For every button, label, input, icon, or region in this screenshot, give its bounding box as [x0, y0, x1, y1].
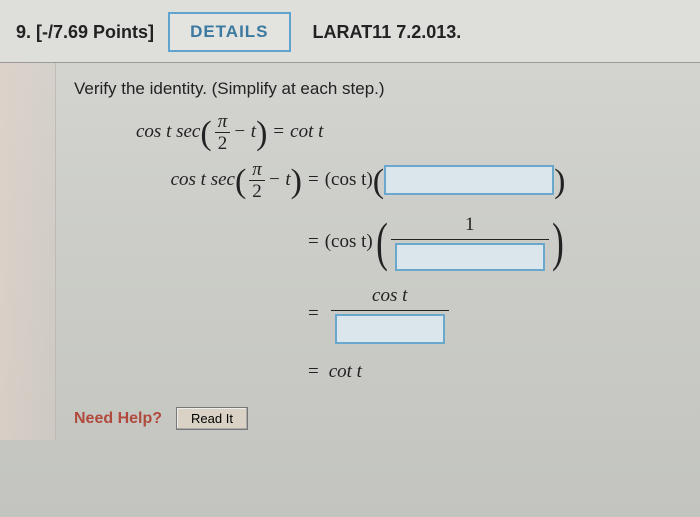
- lhs-cos: cos: [136, 121, 161, 143]
- qnum-text: 9.: [16, 22, 31, 42]
- s1-prefix: (cos t): [325, 169, 373, 191]
- details-button[interactable]: DETAILS: [168, 12, 290, 52]
- answer-box-1[interactable]: [384, 165, 554, 195]
- left-margin: [0, 63, 56, 440]
- rhs-t: t: [318, 121, 323, 143]
- question-page: 9. [-/7.69 Points] DETAILS LARAT11 7.2.0…: [0, 0, 700, 517]
- s1-cos: cos: [171, 169, 196, 191]
- answer-box-2[interactable]: [395, 243, 545, 271]
- need-help-label: Need Help?: [74, 410, 162, 428]
- lhs-sec: sec: [176, 121, 200, 143]
- question-header: 9. [-/7.69 Points] DETAILS LARAT11 7.2.0…: [0, 0, 700, 63]
- cos-over-blank: cos t: [331, 285, 449, 344]
- pi-over-2-b: π 2: [249, 160, 265, 201]
- question-number: 9. [-/7.69 Points]: [16, 22, 154, 43]
- eq1: =: [273, 121, 284, 143]
- s2-prefix: (cos t): [325, 231, 373, 253]
- step-2: = (cos t) ( 1 ): [74, 207, 672, 277]
- two2: 2: [249, 181, 265, 201]
- s3-num: cos t: [368, 285, 411, 310]
- s4-rhs: cot t: [329, 361, 362, 383]
- pi2: π: [249, 160, 265, 181]
- eq5: =: [308, 361, 319, 383]
- one: 1: [461, 214, 479, 239]
- step-4: = cot t: [74, 351, 672, 393]
- need-help-row: Need Help? Read It: [74, 407, 672, 430]
- read-it-button[interactable]: Read It: [176, 407, 248, 430]
- question-body: Verify the identity. (Simplify at each s…: [0, 63, 700, 440]
- eq2: =: [308, 169, 319, 191]
- eq3: =: [308, 231, 319, 253]
- s1-t: t: [201, 169, 206, 191]
- eq4: =: [308, 303, 319, 325]
- step-1: cos t sec ( π 2 − t ) = (cos t) ( ): [74, 159, 672, 201]
- pi-over-2: π 2: [215, 112, 231, 153]
- minus-t: − t: [233, 121, 256, 143]
- lhs-t1: t: [166, 121, 171, 143]
- s1-sec: sec: [211, 169, 235, 191]
- source-ref: LARAT11 7.2.013.: [313, 22, 462, 43]
- pi: π: [215, 112, 231, 133]
- answer-box-3[interactable]: [335, 314, 445, 344]
- two: 2: [215, 133, 231, 153]
- points-text: [-/7.69 Points]: [36, 22, 154, 42]
- prompt-text: Verify the identity. (Simplify at each s…: [74, 79, 672, 99]
- one-over-blank: 1: [391, 214, 549, 271]
- minus-t2: − t: [268, 169, 291, 191]
- rhs-cot: cot: [290, 121, 313, 143]
- step-3: = cos t: [74, 283, 672, 345]
- identity-line: cos t sec ( π 2 − t ) = cot t: [136, 111, 672, 153]
